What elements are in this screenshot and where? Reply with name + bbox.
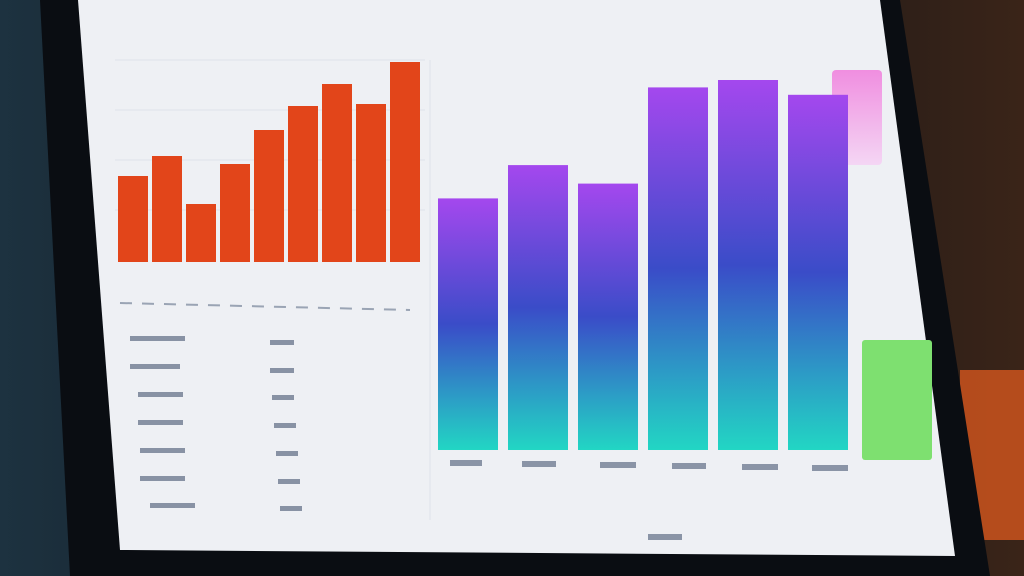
bar	[220, 164, 250, 262]
bar	[578, 183, 638, 450]
bar	[718, 80, 778, 450]
bar	[254, 130, 284, 262]
table-placeholder	[130, 336, 302, 511]
bar	[118, 176, 148, 262]
legend-swatch	[862, 340, 932, 460]
bar	[438, 198, 498, 450]
divider	[119, 302, 411, 311]
bar	[356, 104, 386, 262]
bar	[152, 156, 182, 262]
bar	[288, 106, 318, 262]
bar	[322, 84, 352, 262]
bar	[508, 165, 568, 450]
bar	[648, 87, 708, 451]
bar	[390, 62, 420, 262]
x-labels-placeholder	[450, 460, 848, 540]
bar	[186, 204, 216, 262]
bar	[788, 94, 848, 451]
charts	[118, 62, 848, 451]
